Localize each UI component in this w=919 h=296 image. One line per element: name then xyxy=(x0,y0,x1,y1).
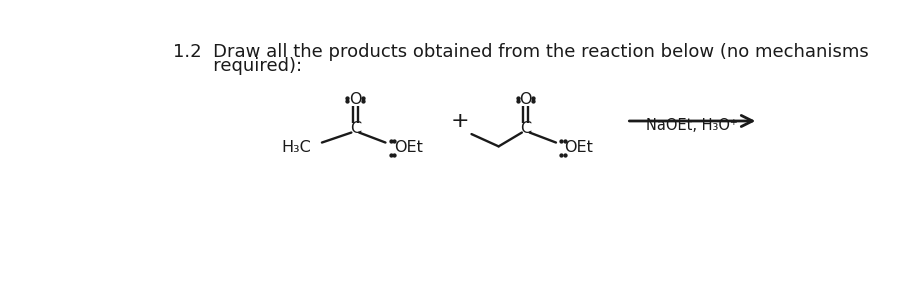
Text: H₃C: H₃C xyxy=(281,140,311,155)
Text: required):: required): xyxy=(173,57,302,75)
Text: C: C xyxy=(519,121,531,136)
Text: OEt: OEt xyxy=(564,140,593,155)
Text: C: C xyxy=(349,121,360,136)
Text: 1.2  Draw all the products obtained from the reaction below (no mechanisms: 1.2 Draw all the products obtained from … xyxy=(173,43,868,61)
Text: O: O xyxy=(519,92,531,107)
Text: O: O xyxy=(348,92,361,107)
Text: +: + xyxy=(450,111,469,131)
Text: NaOEt, H₃O⁺: NaOEt, H₃O⁺ xyxy=(646,118,737,133)
Text: OEt: OEt xyxy=(393,140,423,155)
